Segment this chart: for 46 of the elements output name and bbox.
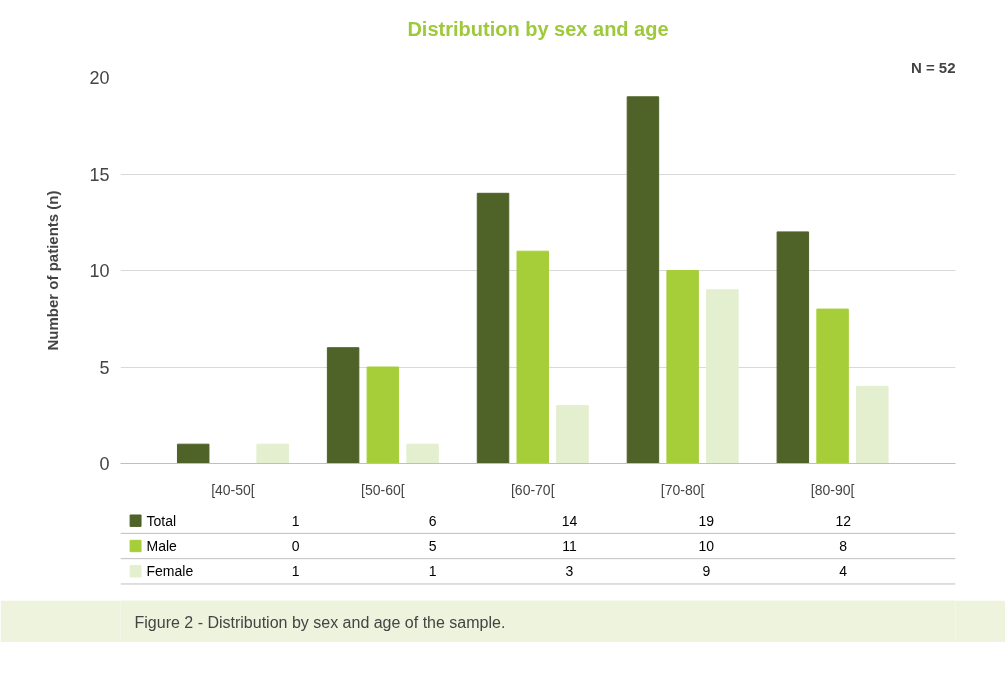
data-label: 4: [839, 563, 848, 580]
x-tick-label: [80-90[: [810, 481, 855, 498]
bar: [816, 308, 849, 464]
bar: [256, 443, 289, 464]
data-label: 0: [291, 538, 300, 554]
bar: [176, 443, 210, 464]
y-tick-label: 15: [89, 164, 110, 185]
data-label: 3: [565, 563, 574, 580]
caption: Figure 2 - Distribution by sex and age of the sample.: [134, 613, 506, 631]
data-label: 9: [702, 563, 711, 580]
x-tick-label: [50-60[: [361, 481, 405, 498]
bar: [776, 231, 810, 464]
legend-label: Total: [146, 512, 177, 529]
y-axis-title: Number of patients (n): [44, 190, 62, 351]
data-label: 14: [561, 512, 578, 529]
bar: [476, 192, 510, 464]
x-tick-label: [60-70[: [510, 481, 555, 498]
data-label: 11: [562, 538, 577, 554]
data-label: 5: [428, 538, 437, 554]
legend-label: Male: [146, 538, 178, 554]
data-label: 8: [839, 538, 848, 554]
bar: [856, 385, 889, 464]
data-label: 6: [428, 512, 437, 529]
bar: [366, 366, 400, 464]
chart-title: Distribution by sex and age: [407, 17, 669, 40]
data-label: 12: [835, 512, 852, 529]
bar: [556, 405, 589, 464]
x-tick-label: [40-50[: [211, 481, 255, 498]
bar: [706, 289, 739, 464]
x-tick-label: [70-80[: [660, 481, 705, 498]
bar: [626, 96, 660, 464]
bar: [666, 270, 699, 464]
y-tick-label: 5: [99, 357, 110, 378]
y-tick-label: 0: [99, 454, 110, 474]
bar: [516, 250, 549, 464]
data-label: 1: [291, 512, 300, 529]
data-label: 1: [291, 563, 300, 580]
data-label: 19: [698, 512, 715, 529]
y-tick-label: 10: [89, 261, 110, 281]
legend-label: Female: [146, 563, 194, 580]
bar: [406, 443, 439, 464]
data-label: 10: [698, 538, 715, 554]
y-tick-label: 20: [89, 68, 110, 88]
text: N = 52: [910, 58, 956, 76]
bar: [326, 347, 360, 464]
data-label: 1: [428, 563, 437, 580]
